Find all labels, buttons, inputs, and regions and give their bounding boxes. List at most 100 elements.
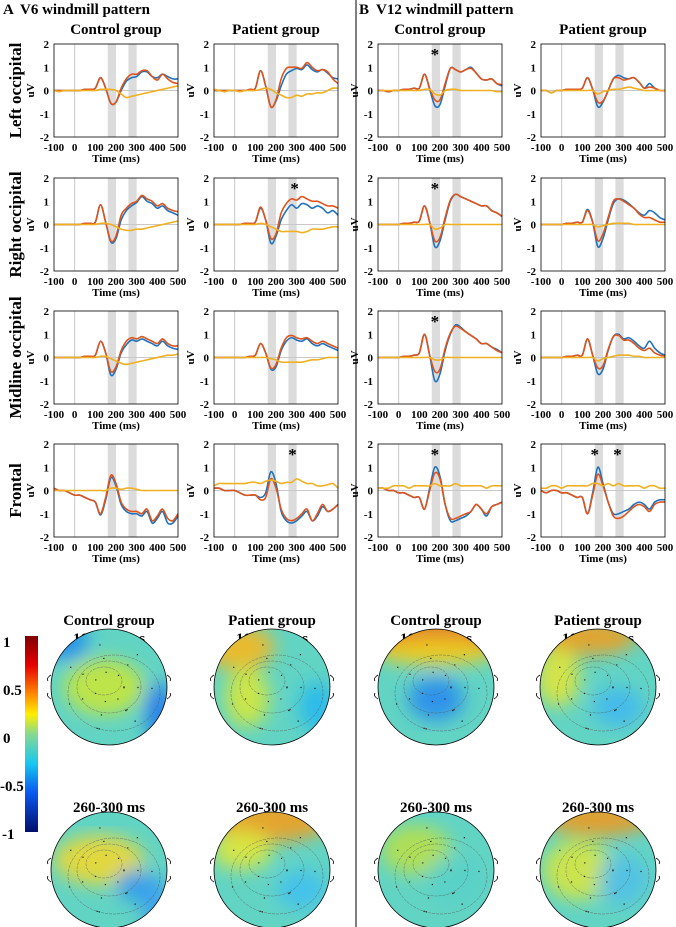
x-tick-label: 0 (559, 142, 565, 154)
x-axis-label: Time (ms) (416, 287, 464, 299)
y-tick-label: 2 (204, 306, 210, 318)
electrode-dot (640, 870, 642, 873)
head-outline (377, 628, 495, 746)
x-tick-label: 200 (432, 276, 449, 288)
topo-blob (214, 830, 272, 870)
x-axis-label: Time (ms) (579, 287, 627, 299)
yellow-trace (540, 86, 665, 95)
x-tick-label: 100 (247, 542, 264, 554)
electrode-dot (606, 674, 609, 677)
x-tick-label: 400 (636, 542, 653, 554)
plot-frame (53, 177, 179, 272)
x-tick-label: -100 (368, 142, 389, 154)
x-tick-label: 0 (559, 542, 565, 554)
yellow-trace (377, 482, 502, 490)
yellow-trace (214, 222, 339, 234)
electrode-dot (70, 849, 72, 852)
y-tick-label: 1 (44, 462, 50, 474)
electrode-dot (267, 883, 270, 886)
plot-frame (213, 177, 339, 272)
y-axis-label: uV (349, 83, 361, 97)
x-tick-label: 300 (128, 542, 145, 554)
plot-frame (213, 443, 339, 538)
section-b-title: V12 windmill pattern (376, 2, 514, 18)
y-tick-label: 0 (44, 353, 50, 365)
x-tick-label: 100 (247, 276, 264, 288)
electrode-dot (127, 847, 129, 849)
y-tick-label: -1 (364, 243, 373, 255)
electrode-dot (297, 903, 299, 905)
electrode-dot (82, 673, 84, 675)
electrode-dot (280, 857, 283, 860)
electrode-dot (431, 700, 434, 703)
x-tick-label: 0 (72, 409, 78, 421)
electrode-dot (461, 720, 463, 722)
electrode-dot (258, 862, 260, 864)
electrode-dot (95, 862, 97, 864)
yellow-trace (541, 354, 665, 362)
electrode-dot (258, 679, 260, 681)
electrode-dot (100, 714, 103, 716)
topo-blob (145, 682, 167, 742)
electrode-dot (427, 714, 430, 716)
section-a-title: V6 windmill pattern (20, 2, 151, 18)
y-axis-label: uV (25, 217, 37, 231)
x-tick-label: 500 (170, 142, 187, 154)
electrode-dot (453, 892, 455, 894)
plot-frame (540, 177, 666, 272)
electrode-dot (570, 698, 573, 700)
electrode-dot (588, 644, 590, 646)
electrode-dot (423, 910, 425, 913)
x-tick-label: 100 (574, 409, 591, 421)
electrode-dot (453, 709, 455, 711)
plot-frame (377, 443, 503, 538)
electrode-dot (151, 870, 153, 873)
electrode-dot (81, 881, 84, 883)
y-tick-label: 2 (531, 306, 537, 318)
x-tick-label: 200 (432, 409, 449, 421)
right-ear-icon (655, 857, 660, 883)
electrode-dot (290, 664, 292, 666)
x-axis-label: Time (ms) (92, 153, 140, 165)
topographic-map (210, 811, 334, 927)
x-tick-label: 500 (170, 276, 187, 288)
topo-field (540, 812, 656, 927)
colorbar (25, 636, 38, 832)
section-b-letter: B (359, 2, 369, 18)
topo-blob (381, 825, 451, 875)
x-tick-label: 400 (473, 276, 490, 288)
x-tick-label: -100 (368, 542, 389, 554)
topo-blob (540, 629, 638, 655)
electrode-dot (96, 910, 98, 913)
topographic-map (47, 811, 171, 927)
electrode-dot (289, 892, 291, 894)
topo-contour (403, 660, 469, 714)
y-tick-label: 2 (368, 439, 374, 451)
x-tick-label: 400 (149, 542, 166, 554)
y-tick-label: -1 (364, 109, 373, 121)
x-tick-label: -100 (531, 542, 552, 554)
y-tick-label: -1 (40, 509, 49, 521)
electrode-dot (262, 644, 264, 646)
y-tick-label: 1 (368, 329, 374, 341)
y-tick-label: 2 (368, 173, 374, 185)
x-tick-label: 100 (574, 276, 591, 288)
electrode-dot (123, 870, 125, 872)
x-tick-label: 0 (232, 542, 238, 554)
electrode-dot (625, 837, 628, 839)
electrode-dot (136, 654, 139, 656)
electrode-dot (454, 664, 456, 666)
x-tick-label: 200 (268, 409, 285, 421)
topo-blobs (214, 812, 330, 910)
electrode-dot (314, 870, 316, 873)
electrode-dot (422, 862, 424, 864)
electrode-dot (593, 883, 596, 886)
y-tick-label: 1 (204, 462, 210, 474)
electrode-dot (444, 857, 447, 860)
x-tick-label: 400 (309, 276, 326, 288)
red-trace (53, 474, 179, 522)
electrode-dot (409, 673, 411, 675)
